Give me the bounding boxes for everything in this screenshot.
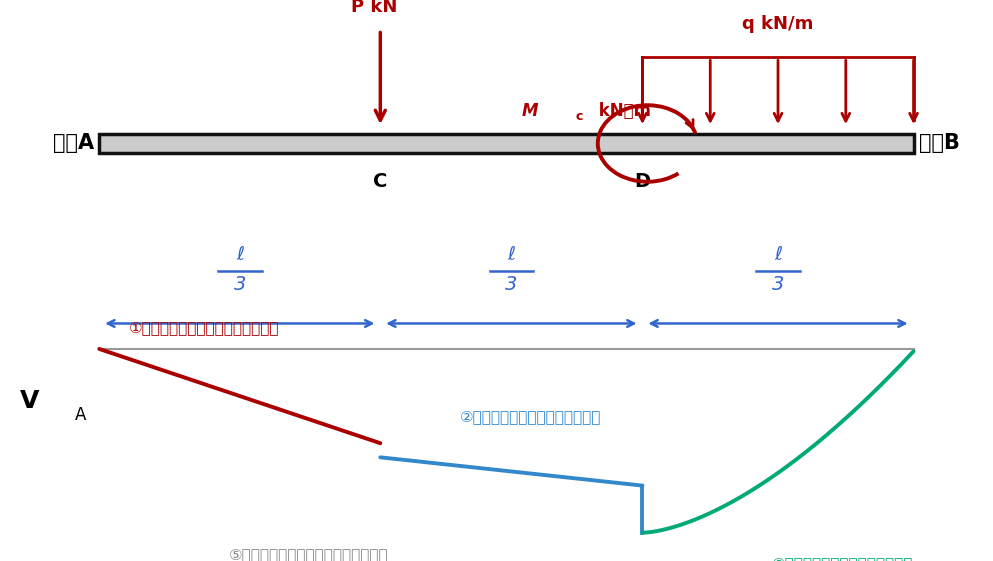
- Text: M: M: [521, 102, 538, 120]
- Text: ①荷重が働かない区間は傾いた直線: ①荷重が働かない区間は傾いた直線: [129, 320, 280, 335]
- Text: c: c: [576, 111, 583, 123]
- Text: C: C: [373, 172, 387, 191]
- Text: 3: 3: [233, 275, 246, 294]
- Text: A: A: [74, 406, 85, 424]
- Text: ℓ: ℓ: [774, 245, 782, 264]
- Text: ℓ: ℓ: [507, 245, 515, 264]
- Text: V: V: [20, 389, 40, 413]
- Text: q kN/m: q kN/m: [743, 15, 813, 33]
- Bar: [99, 134, 914, 153]
- Text: D: D: [635, 172, 650, 191]
- Text: 3: 3: [505, 275, 517, 294]
- Text: ③等分布荷重のところは２次曲線: ③等分布荷重のところは２次曲線: [772, 557, 913, 561]
- Text: 3: 3: [772, 275, 784, 294]
- Text: 支点B: 支点B: [919, 134, 959, 154]
- Text: kN・m: kN・m: [593, 102, 650, 120]
- Text: 支点A: 支点A: [54, 134, 94, 154]
- Text: P kN: P kN: [351, 0, 397, 16]
- Text: ℓ: ℓ: [235, 245, 244, 264]
- Text: ②集中荷重のところは折れ曲がる: ②集中荷重のところは折れ曲がる: [460, 410, 601, 424]
- Text: ⑤モーメントのところは階段ができる: ⑤モーメントのところは階段ができる: [228, 547, 388, 561]
